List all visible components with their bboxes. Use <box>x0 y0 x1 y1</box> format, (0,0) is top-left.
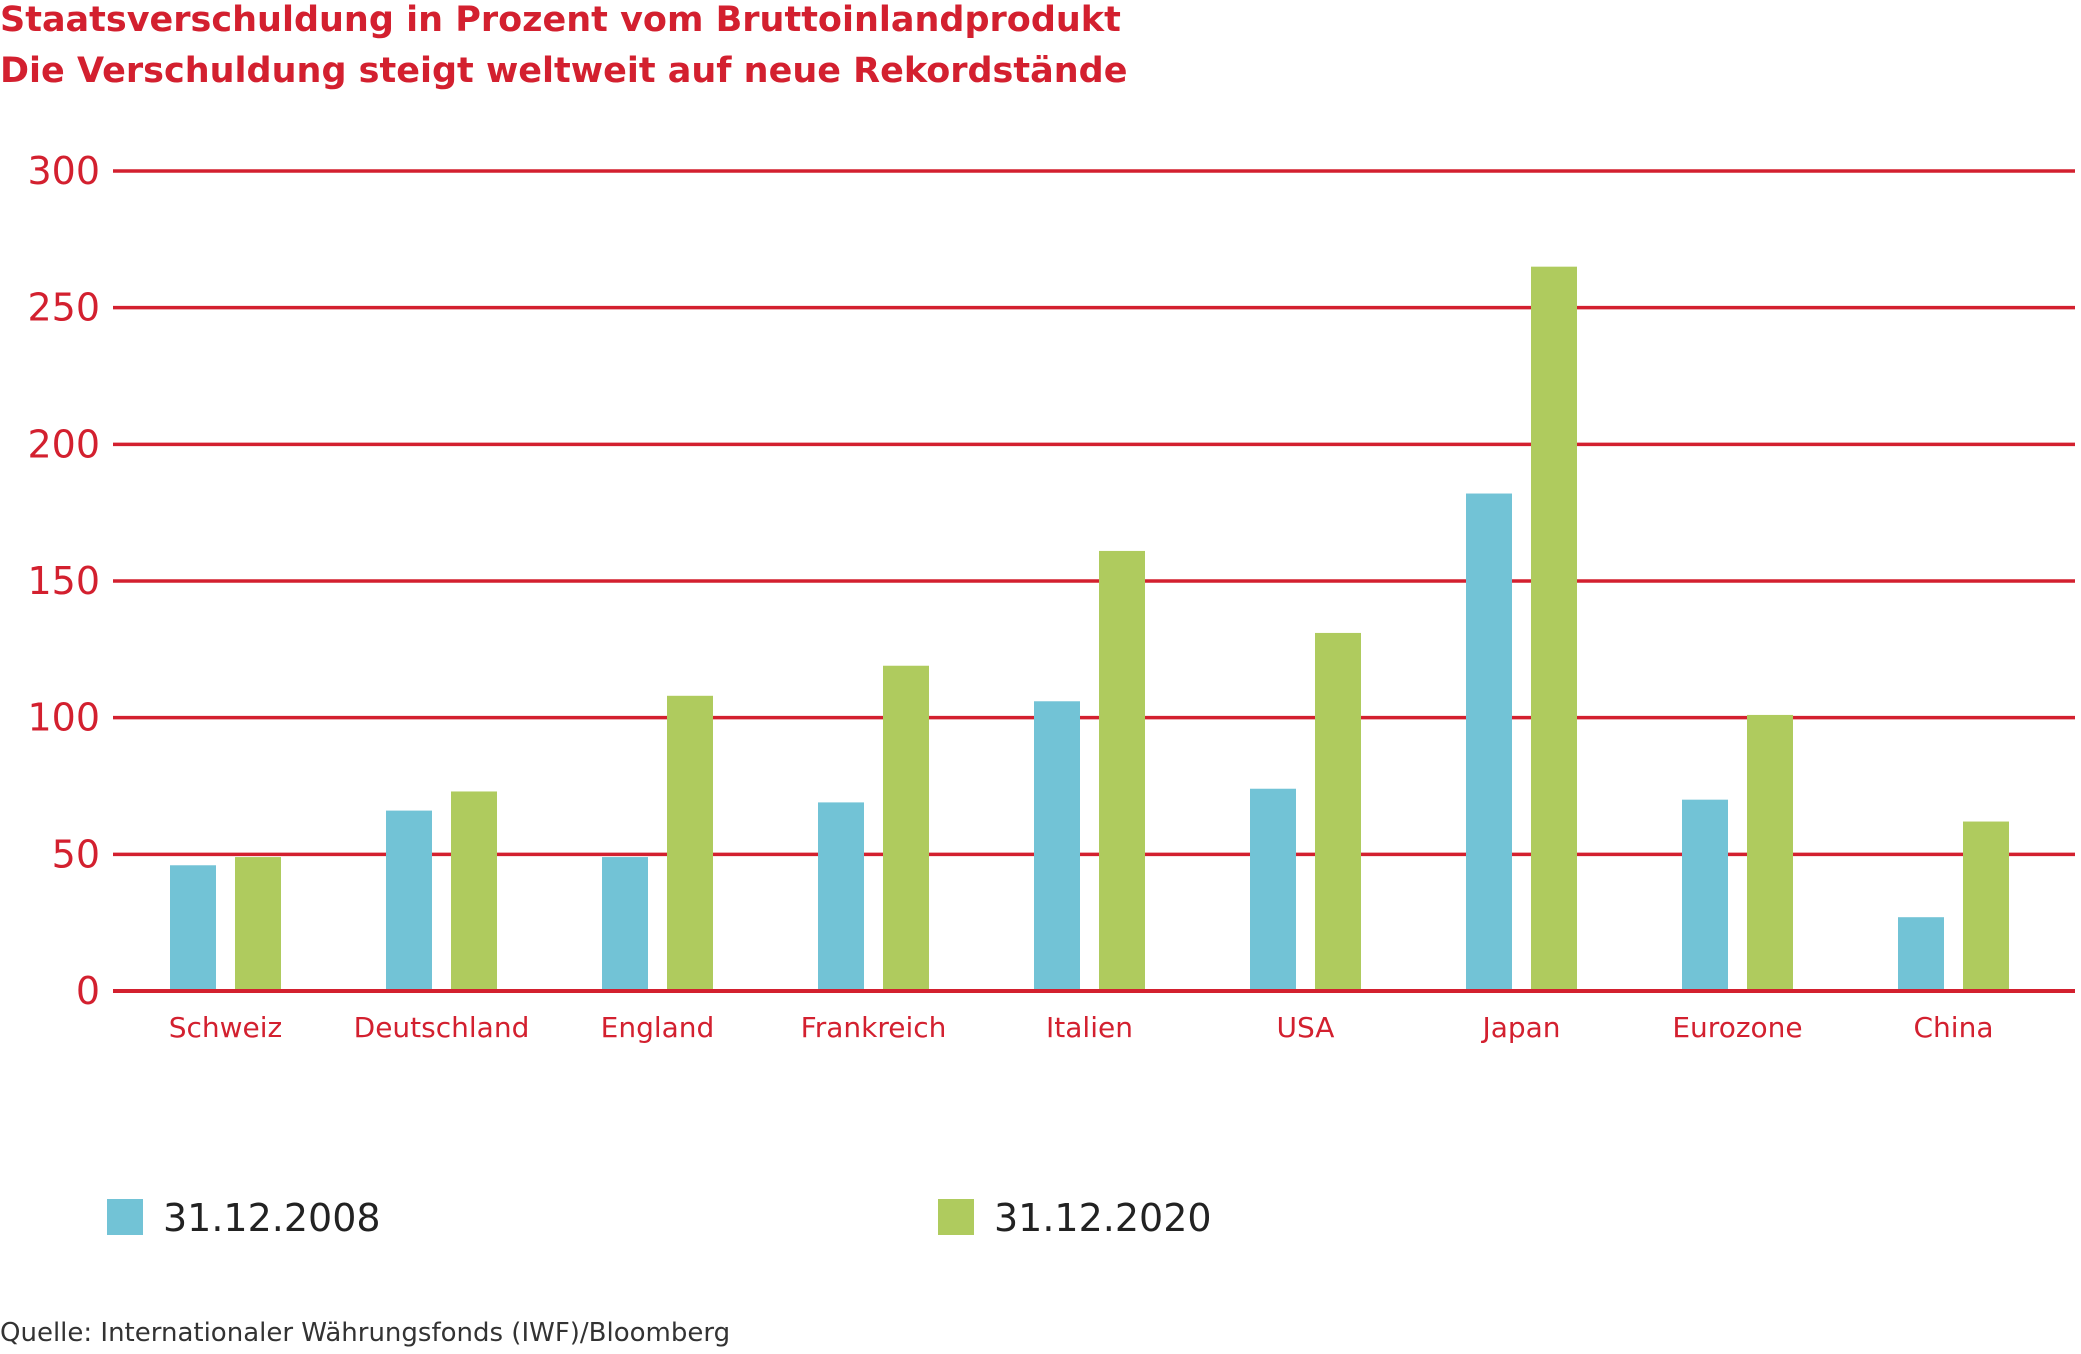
bar-eurozone-2020 <box>1747 714 1793 991</box>
y-tick-label: 250 <box>27 286 100 330</box>
bar-deutschland-2020 <box>451 791 497 991</box>
bar-england-2020 <box>667 695 713 991</box>
x-tick-label: England <box>601 1011 715 1044</box>
bar-italien-2020 <box>1099 550 1145 991</box>
bar-frankreich-2020 <box>883 665 929 991</box>
bar-schweiz-2008 <box>170 865 216 991</box>
chart-title: Staatsverschuldung in Prozent vom Brutto… <box>0 0 1121 40</box>
bar-chart: 0 50 100 150 200 250 300 Schweiz Deutschland Eng… <box>27 149 2075 1240</box>
legend-label: 31.12.2020 <box>994 1196 1212 1240</box>
y-tick-label: 200 <box>27 422 100 466</box>
x-tick-label: Frankreich <box>801 1011 947 1044</box>
y-tick-label: 150 <box>27 559 100 603</box>
bar-frankreich-2008 <box>818 802 864 991</box>
bar-japan-2020 <box>1531 266 1577 992</box>
bar-italien-2008 <box>1034 701 1080 991</box>
y-tick-label: 300 <box>27 149 100 193</box>
legend-swatch <box>107 1199 143 1235</box>
x-tick-label: USA <box>1277 1011 1335 1044</box>
bar-usa-2008 <box>1250 788 1296 991</box>
bar-china-2020 <box>1963 821 2009 991</box>
y-tick-label: 50 <box>52 832 100 876</box>
y-tick-label: 0 <box>76 969 100 1013</box>
legend-swatch <box>938 1199 974 1235</box>
legend-label: 31.12.2008 <box>163 1196 381 1240</box>
bar-eurozone-2008 <box>1682 799 1728 991</box>
x-tick-label: Schweiz <box>169 1011 283 1044</box>
bars <box>113 266 2075 993</box>
bar-china-2008 <box>1898 917 1944 991</box>
x-axis-ticks: Schweiz Deutschland England Frankreich Itali… <box>169 1011 1994 1044</box>
x-tick-label: Italien <box>1046 1011 1133 1044</box>
chart-subtitle: Die Verschuldung steigt weltweit auf neu… <box>0 51 1128 91</box>
y-tick-label: 100 <box>27 696 100 740</box>
source-note: Quelle: Internationaler Währungsfonds (I… <box>0 1318 731 1348</box>
bar-deutschland-2008 <box>386 810 432 991</box>
x-tick-label: Eurozone <box>1672 1011 1802 1044</box>
x-tick-label: Deutschland <box>354 1011 530 1044</box>
bar-england-2008 <box>602 857 648 991</box>
bar-schweiz-2020 <box>235 857 281 991</box>
x-tick-label: China <box>1914 1011 1994 1044</box>
bar-japan-2008 <box>1466 493 1512 991</box>
x-tick-label: Japan <box>1480 1011 1560 1044</box>
legend: 31.12.2008 31.12.2020 <box>107 1196 1212 1240</box>
y-axis-ticks: 0 50 100 150 200 250 300 <box>27 149 100 1013</box>
bar-usa-2020 <box>1315 632 1361 991</box>
